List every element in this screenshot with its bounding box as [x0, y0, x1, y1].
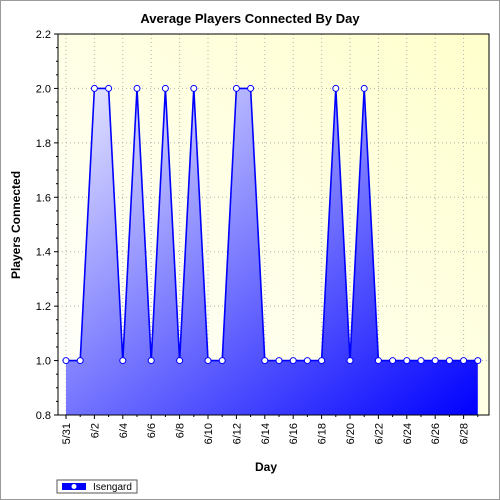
y-tick-label: 2.2 [36, 29, 51, 41]
data-point [374, 357, 382, 365]
y-tick-label: 1.0 [36, 356, 51, 368]
data-point [289, 357, 297, 365]
x-tick-label: 6/6 [146, 423, 158, 438]
x-axis: 5/31 6/2 6/4 6/6 6/8 6/10 6/12 6/14 6/16 6/18 6/20… [61, 415, 479, 444]
data-point [474, 357, 482, 365]
data-point [161, 84, 169, 92]
data-point [360, 84, 368, 92]
data-point [105, 84, 113, 92]
x-tick-label: 6/28 [459, 423, 471, 444]
data-point [431, 357, 439, 365]
x-tick-label: 6/22 [373, 423, 385, 444]
x-tick-label: 6/24 [402, 423, 414, 444]
data-point [133, 84, 141, 92]
data-point [403, 357, 411, 365]
x-tick-label: 6/14 [260, 423, 272, 444]
x-tick-label: 6/4 [118, 423, 130, 438]
x-tick-label: 6/16 [288, 423, 300, 444]
y-tick-label: 1.4 [36, 247, 51, 259]
data-point [190, 84, 198, 92]
data-point [332, 84, 340, 92]
x-tick-label: 5/31 [61, 423, 73, 444]
x-tick-label: 6/20 [345, 423, 357, 444]
data-point [275, 357, 283, 365]
data-point [218, 357, 226, 365]
data-point [147, 357, 155, 365]
legend-marker [70, 483, 78, 490]
y-axis-title: Players Connected [9, 171, 23, 279]
y-tick-label: 2.0 [36, 83, 51, 95]
data-point [417, 357, 425, 365]
x-tick-label: 6/10 [203, 423, 215, 444]
x-tick-label: 6/18 [317, 423, 329, 444]
x-tick-label: 6/2 [89, 423, 101, 438]
data-point [460, 357, 468, 365]
y-tick-label: 1.8 [36, 138, 51, 150]
y-tick-label: 1.6 [36, 192, 51, 204]
series-points [62, 84, 482, 365]
data-point [346, 357, 354, 365]
data-point [76, 357, 84, 365]
y-axis: 0.8 1.0 1.2 1.4 1.6 1.8 2.0 2.2 [36, 29, 58, 422]
data-point [261, 357, 269, 365]
data-point [204, 357, 212, 365]
y-tick-label: 1.2 [36, 301, 51, 313]
chart-title: Average Players Connected By Day [140, 11, 360, 26]
legend: Isengard [56, 479, 138, 494]
data-point [119, 357, 127, 365]
x-axis-title: Day [255, 460, 277, 474]
data-point [176, 357, 184, 365]
y-tick-label: 0.8 [36, 410, 51, 422]
data-point [318, 357, 326, 365]
data-point [62, 357, 70, 365]
data-point [303, 357, 311, 365]
data-point [232, 84, 240, 92]
data-point [247, 84, 255, 92]
data-point [90, 84, 98, 92]
x-tick-label: 6/12 [231, 423, 243, 444]
data-point [389, 357, 397, 365]
x-tick-label: 6/8 [175, 423, 187, 438]
x-tick-label: 6/26 [430, 423, 442, 444]
legend-label: Isengard [93, 482, 132, 493]
data-point [445, 357, 453, 365]
